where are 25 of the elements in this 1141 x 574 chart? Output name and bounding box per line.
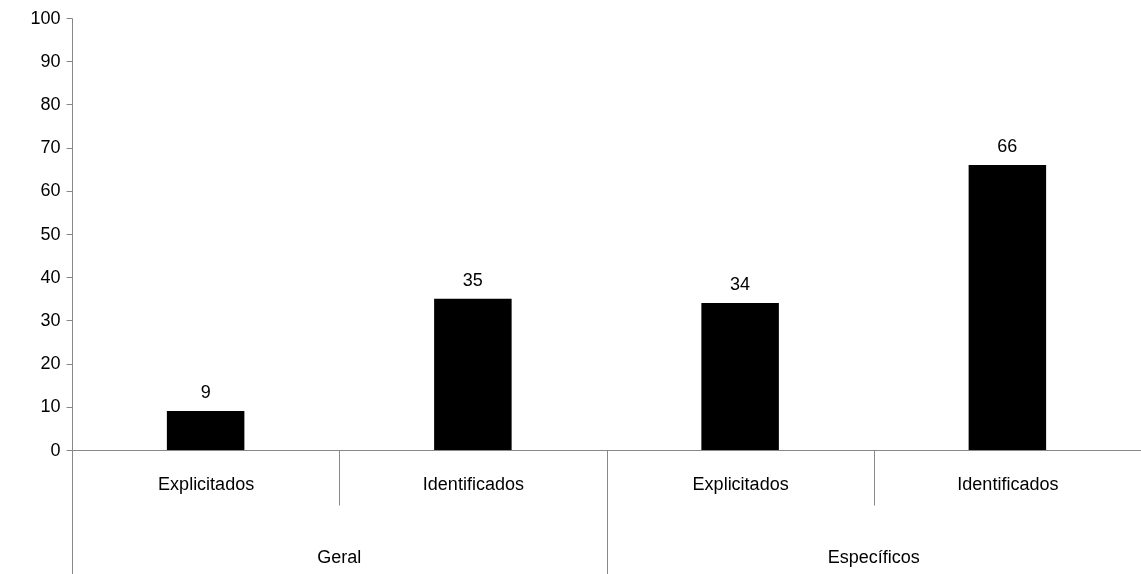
bar [434,298,512,450]
y-tick-label: 100 [30,7,61,28]
y-tick-label: 50 [40,223,61,244]
x-tick-label: Explicitados [158,473,255,494]
bar [968,164,1047,450]
text: Específicos [827,547,920,567]
x-tick-label: Explicitados [692,473,789,494]
y-tick-label: 0 [50,439,61,460]
data-label: 9 [200,382,211,403]
y-tick-label: 20 [40,353,61,374]
y-tick-label: 40 [40,266,61,287]
text: Geral [317,547,362,567]
y-tick-label: 80 [40,93,61,114]
x-tick-label: Identificados [957,473,1059,494]
y-tick-label: 10 [40,396,61,417]
y-tick-label: 70 [40,137,61,158]
data-label: 35 [462,269,483,290]
y-tick-label: 30 [40,309,61,330]
data-label: 34 [730,274,751,295]
y-tick-label: 60 [40,180,61,201]
y-tick-label: 90 [40,50,61,71]
data-label: 66 [997,135,1018,156]
bar [166,411,245,450]
x-tick-label: Identificados [422,473,524,494]
bar [701,303,779,450]
